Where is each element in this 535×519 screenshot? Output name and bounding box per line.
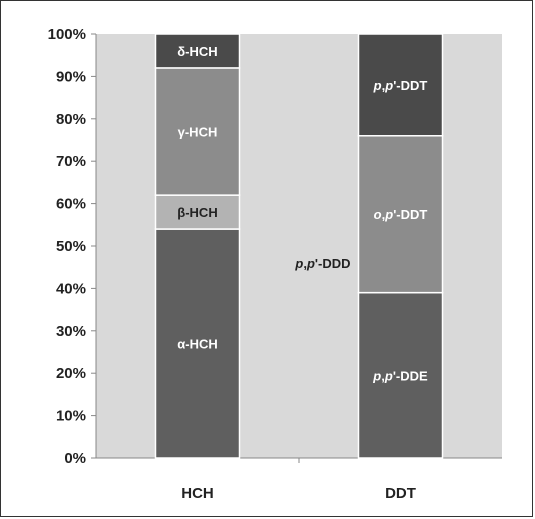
segment-label: p,p'-DDT bbox=[373, 78, 428, 93]
bar-segment bbox=[357, 135, 444, 294]
y-tick-label: 90% bbox=[56, 68, 86, 85]
segment-label: α-HCH bbox=[177, 337, 218, 352]
category-label: HCH bbox=[181, 485, 214, 502]
y-tick-label: 20% bbox=[56, 365, 86, 382]
y-tick-label: 60% bbox=[56, 196, 86, 213]
segment-label: γ-HCH bbox=[178, 125, 218, 140]
y-tick-label: 80% bbox=[56, 111, 86, 128]
bar-segment bbox=[154, 33, 241, 69]
segment-label: β-HCH bbox=[177, 205, 217, 220]
bar-segment bbox=[357, 291, 444, 459]
bar-segment bbox=[357, 33, 444, 137]
segment-label: p,p'-DDD bbox=[294, 256, 350, 271]
y-tick-label: 0% bbox=[64, 450, 86, 467]
category-label: DDT bbox=[385, 485, 416, 502]
y-tick-label: 10% bbox=[56, 408, 86, 425]
y-tick-label: 30% bbox=[56, 323, 86, 340]
y-tick-label: 70% bbox=[56, 153, 86, 170]
bar-segment bbox=[154, 67, 241, 196]
segment-label: o,p'-DDT bbox=[374, 207, 428, 222]
y-tick-label: 40% bbox=[56, 280, 86, 297]
bar-segment bbox=[154, 228, 241, 459]
segment-label: p,p'-DDE bbox=[372, 368, 428, 383]
bar-segment bbox=[154, 194, 241, 230]
segment-label: δ-HCH bbox=[177, 44, 217, 59]
y-tick-label: 100% bbox=[48, 26, 86, 43]
y-tick-label: 50% bbox=[56, 238, 86, 255]
